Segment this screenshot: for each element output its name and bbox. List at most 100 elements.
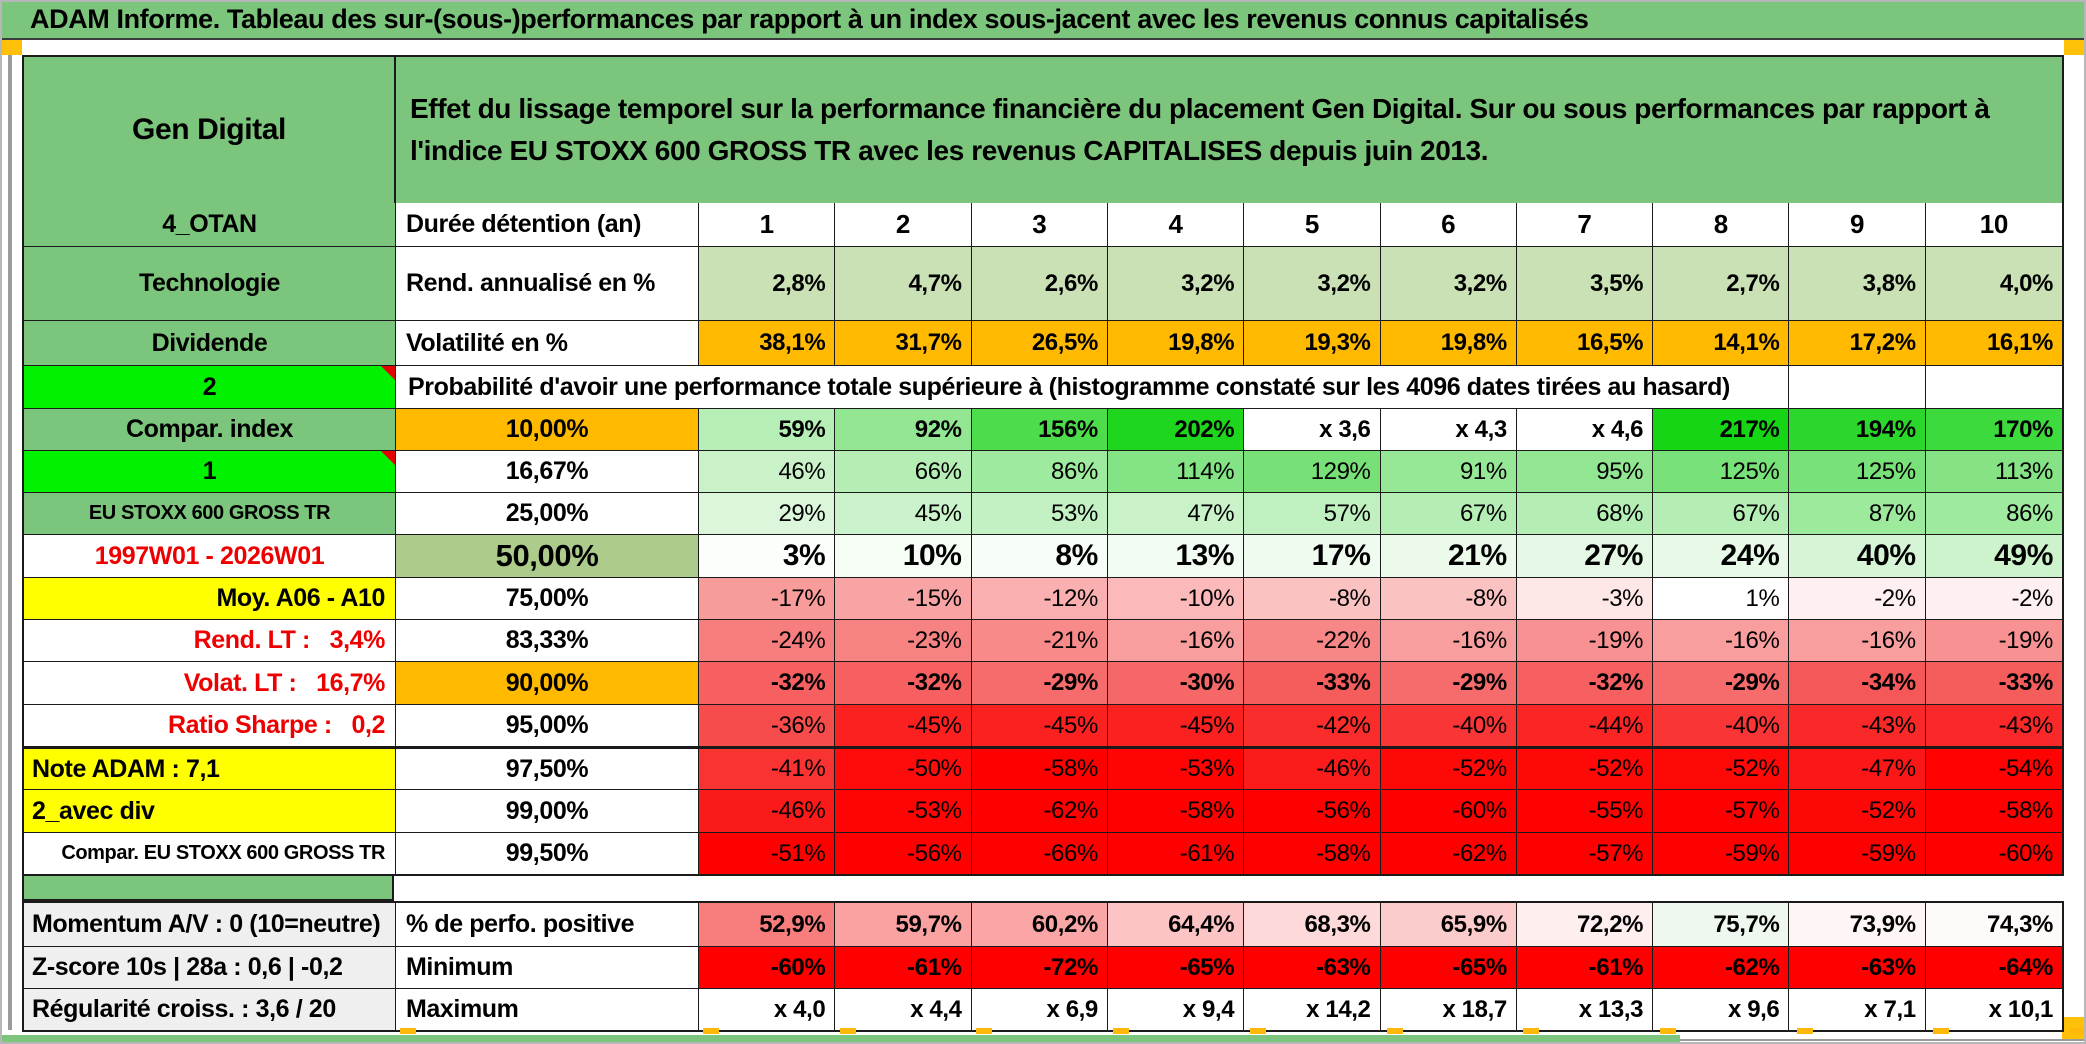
data-cell[interactable]: 113% (1925, 450, 2062, 492)
row-label-cell[interactable]: Z-score 10s | 28a : 0,6 | -0,2 (24, 946, 396, 988)
data-cell[interactable]: -53% (1107, 748, 1245, 789)
row-label-cell[interactable]: Technologie (24, 246, 396, 320)
metric-label-cell[interactable]: Minimum (396, 946, 699, 988)
data-cell[interactable]: 4,7% (835, 246, 972, 320)
data-cell[interactable]: 38,1% (699, 320, 836, 365)
data-cell[interactable]: -58% (971, 748, 1108, 789)
data-cell[interactable]: 19,3% (1244, 320, 1381, 365)
data-cell[interactable]: -61% (1107, 832, 1245, 874)
data-cell[interactable]: -32% (1516, 661, 1654, 704)
data-cell[interactable]: -54% (1925, 748, 2062, 789)
data-cell[interactable]: 92% (835, 408, 972, 450)
data-cell[interactable]: 114% (1107, 450, 1245, 492)
product-name-cell[interactable]: Gen Digital (24, 57, 396, 203)
data-cell[interactable]: 49% (1925, 534, 2062, 577)
data-cell[interactable]: -19% (1516, 619, 1654, 661)
data-cell[interactable]: 67% (1380, 492, 1517, 534)
data-cell[interactable]: 64,4% (1107, 903, 1245, 946)
data-cell[interactable]: -2% (1925, 577, 2062, 619)
table-description-cell[interactable]: Effet du lissage temporel sur la perform… (396, 57, 2062, 203)
data-cell[interactable]: -43% (1925, 704, 2062, 746)
metric-label-cell[interactable]: Maximum (396, 988, 699, 1030)
data-cell[interactable]: x 3,6 (1244, 408, 1381, 450)
data-cell[interactable]: x 4,0 (699, 988, 836, 1030)
data-cell[interactable]: -16% (1653, 619, 1790, 661)
data-cell[interactable]: -21% (971, 619, 1108, 661)
data-cell[interactable]: 40% (1789, 534, 1926, 577)
data-cell[interactable]: 14,1% (1653, 320, 1790, 365)
data-cell[interactable]: x 4,3 (1380, 408, 1517, 450)
data-cell[interactable]: -58% (1107, 789, 1245, 832)
data-cell[interactable]: -56% (835, 832, 972, 874)
data-cell[interactable]: 95% (1516, 450, 1654, 492)
data-cell[interactable]: -8% (1244, 577, 1381, 619)
metric-label-cell[interactable]: 90,00% (396, 661, 699, 704)
metric-label-cell[interactable]: 99,50% (396, 832, 699, 874)
data-cell[interactable]: x 7,1 (1789, 988, 1926, 1030)
data-cell[interactable]: -3% (1516, 577, 1654, 619)
data-cell[interactable]: -16% (1107, 619, 1245, 661)
data-cell[interactable]: 16,5% (1516, 320, 1654, 365)
data-cell[interactable]: 68,3% (1244, 903, 1381, 946)
data-cell[interactable]: -32% (699, 661, 836, 704)
data-cell[interactable]: 21% (1380, 534, 1517, 577)
data-cell[interactable]: 66% (835, 450, 972, 492)
data-cell[interactable]: -59% (1789, 832, 1926, 874)
data-cell[interactable]: 1% (1653, 577, 1790, 619)
row-label-cell[interactable]: 1 (24, 450, 396, 492)
data-cell[interactable]: -17% (699, 577, 836, 619)
row-label-cell[interactable]: Note ADAM : 7,1 (24, 748, 396, 789)
data-cell[interactable]: 10% (835, 534, 972, 577)
data-cell[interactable]: 47% (1107, 492, 1245, 534)
data-cell[interactable]: x 18,7 (1380, 988, 1517, 1030)
metric-label-cell[interactable]: 75,00% (396, 577, 699, 619)
data-cell[interactable]: -62% (1380, 832, 1517, 874)
data-cell[interactable]: 5 (1244, 203, 1381, 246)
data-cell[interactable]: 2,6% (971, 246, 1108, 320)
data-cell[interactable]: -59% (1653, 832, 1790, 874)
metric-label-cell[interactable]: 99,00% (396, 789, 699, 832)
data-cell[interactable]: -15% (835, 577, 972, 619)
data-cell[interactable]: 3 (971, 203, 1108, 246)
data-cell[interactable]: 86% (1925, 492, 2062, 534)
data-cell[interactable]: 19,8% (1380, 320, 1517, 365)
data-cell[interactable]: -61% (835, 946, 972, 988)
data-cell[interactable]: 156% (971, 408, 1108, 450)
data-cell[interactable]: -63% (1789, 946, 1926, 988)
row-label-cell[interactable]: 2_avec div (24, 789, 396, 832)
data-cell[interactable]: x 9,4 (1107, 988, 1245, 1030)
data-cell[interactable]: -65% (1380, 946, 1517, 988)
data-cell[interactable]: -43% (1789, 704, 1926, 746)
data-cell[interactable]: 125% (1653, 450, 1790, 492)
data-cell[interactable]: -63% (1244, 946, 1381, 988)
data-cell[interactable]: -8% (1380, 577, 1517, 619)
data-cell[interactable]: x 10,1 (1925, 988, 2062, 1030)
data-cell[interactable]: x 6,9 (971, 988, 1108, 1030)
data-cell[interactable]: -32% (835, 661, 972, 704)
data-cell[interactable]: -2% (1789, 577, 1926, 619)
data-cell[interactable]: -62% (971, 789, 1108, 832)
row-label-cell[interactable]: Momentum A/V : 0 (10=neutre) (24, 903, 396, 946)
metric-label-cell[interactable]: 97,50% (396, 748, 699, 789)
data-cell[interactable]: 194% (1789, 408, 1926, 450)
data-cell[interactable]: x 14,2 (1244, 988, 1381, 1030)
metric-label-cell[interactable]: % de perfo. positive (396, 903, 699, 946)
data-cell[interactable]: -53% (835, 789, 972, 832)
row-label-cell[interactable]: 1997W01 - 2026W01 (24, 534, 396, 577)
data-cell[interactable]: -47% (1789, 748, 1926, 789)
data-cell[interactable]: -34% (1789, 661, 1926, 704)
data-cell[interactable]: -52% (1789, 789, 1926, 832)
data-cell[interactable]: -12% (971, 577, 1108, 619)
data-cell[interactable]: -61% (1516, 946, 1654, 988)
data-cell[interactable]: 8% (971, 534, 1108, 577)
data-cell[interactable]: -36% (699, 704, 836, 746)
data-cell[interactable]: -40% (1653, 704, 1790, 746)
data-cell[interactable]: -56% (1244, 789, 1381, 832)
data-cell[interactable]: 2 (835, 203, 972, 246)
data-cell[interactable]: 45% (835, 492, 972, 534)
data-cell[interactable]: -19% (1925, 619, 2062, 661)
row-label-cell[interactable]: Ratio Sharpe : 0,2 (24, 704, 396, 746)
data-cell[interactable]: -55% (1516, 789, 1654, 832)
data-cell[interactable]: -52% (1516, 748, 1654, 789)
metric-label-cell[interactable]: 10,00% (396, 408, 699, 450)
